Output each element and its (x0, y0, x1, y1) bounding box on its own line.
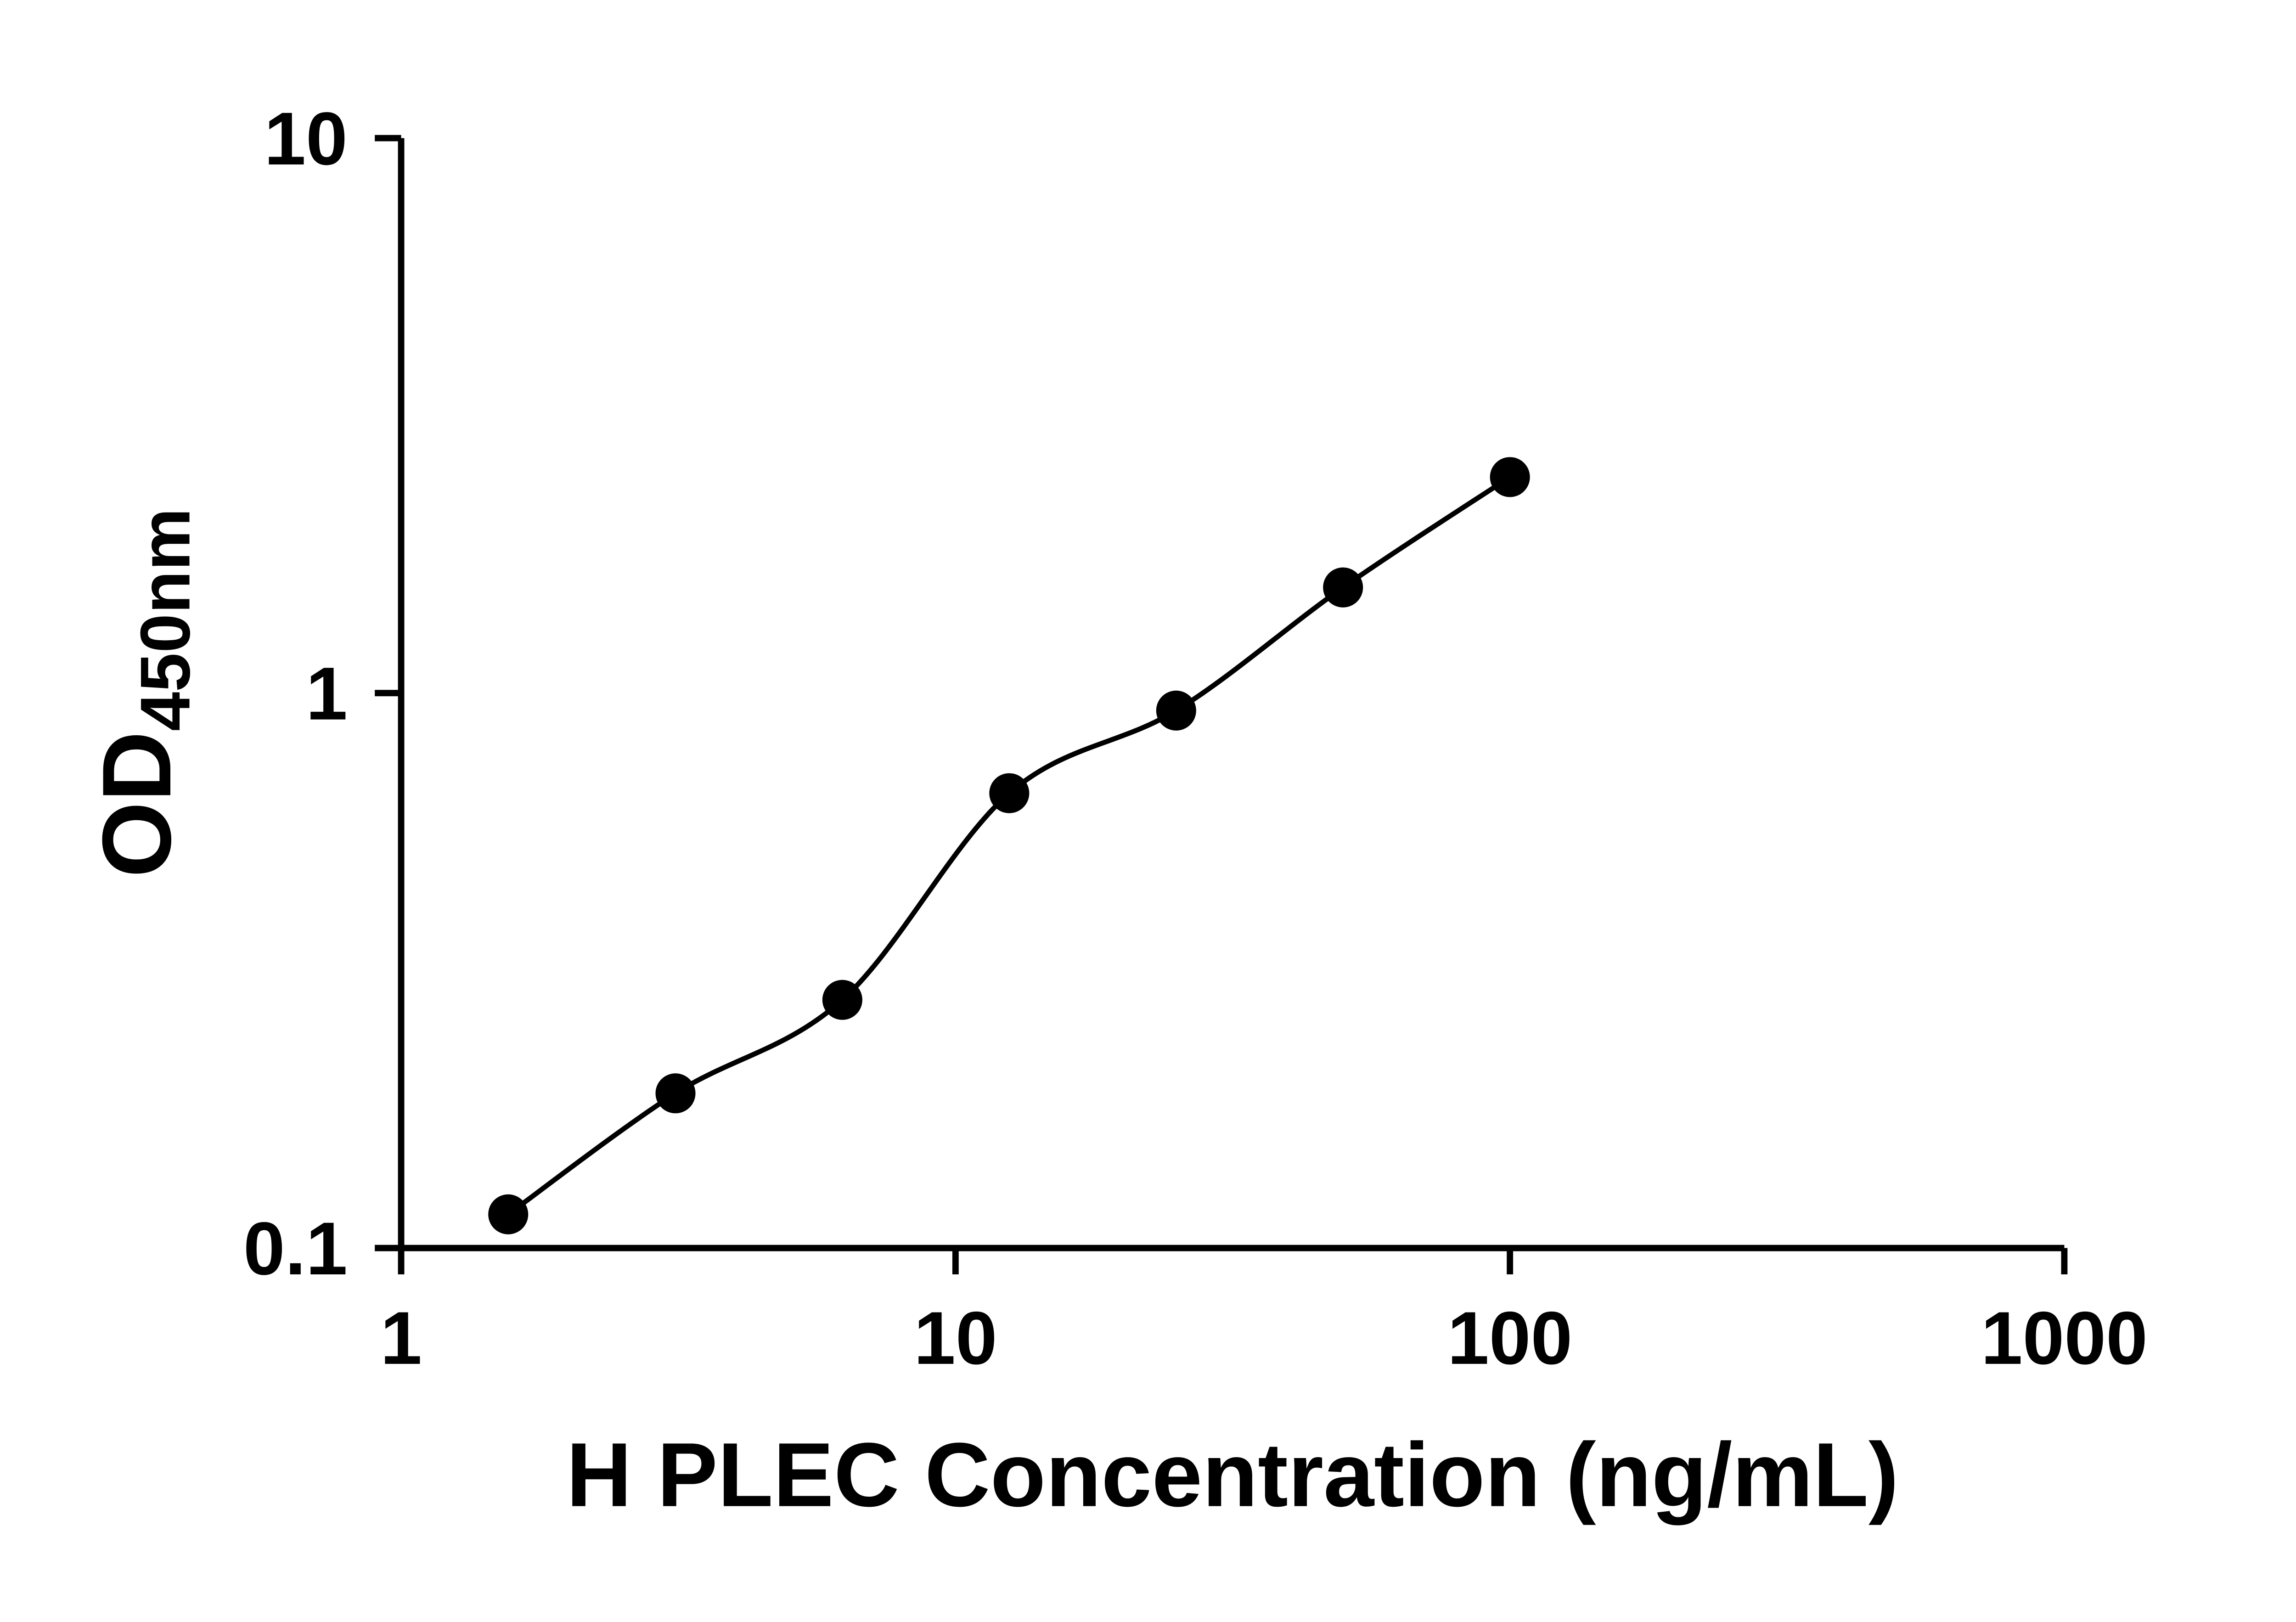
data-point (1156, 690, 1196, 731)
data-point (1323, 567, 1363, 608)
y-axis-title-main: OD (82, 731, 191, 878)
y-axis-tick-label: 0.1 (243, 1206, 348, 1290)
x-axis-title: H PLEC Concentration (ng/mL) (566, 1424, 1899, 1526)
x-axis-tick-label: 1000 (1981, 1296, 2148, 1380)
y-axis-title-subscript: 450nm (126, 508, 205, 731)
y-axis-tick-label: 10 (264, 96, 348, 180)
x-axis-tick-label: 1 (380, 1296, 422, 1380)
data-point (822, 980, 862, 1020)
data-point (989, 773, 1030, 813)
y-axis-title: OD450nm (82, 508, 205, 878)
x-axis-tick-label: 100 (1447, 1296, 1572, 1380)
data-point (488, 1194, 529, 1234)
data-point (655, 1073, 696, 1114)
y-axis-tick-label: 1 (306, 652, 348, 736)
axis-spines (398, 138, 2065, 1251)
x-axis-tick-label: 10 (914, 1296, 997, 1380)
data-point (1490, 457, 1530, 497)
plot-generated-layer: 1 10 100 1000 0.1 1 10 (243, 96, 2148, 1380)
